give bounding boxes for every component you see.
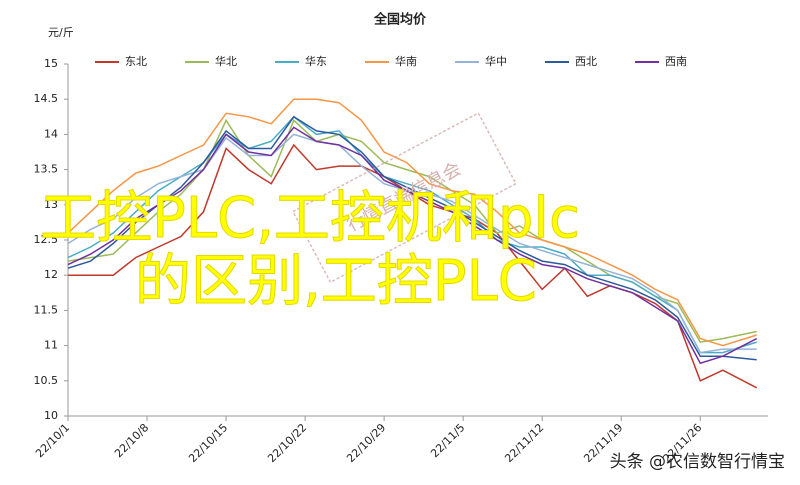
y-tick-label: 13.5 (34, 163, 59, 176)
series-line (67, 98, 757, 347)
legend-label: 华中 (485, 54, 507, 68)
y-tick-label: 10.5 (34, 374, 59, 387)
chart-title: 全国均价 (373, 12, 427, 28)
legend-label: 西北 (575, 55, 597, 68)
series-line (67, 115, 757, 361)
x-tick-label: 22/10/29 (344, 421, 388, 465)
x-tick-label: 22/10/22 (265, 421, 309, 465)
y-tick-label: 10 (44, 409, 58, 422)
y-tick-label: 11 (44, 339, 58, 352)
x-tick-label: 22/10/1 (33, 421, 72, 460)
legend-label: 东北 (125, 55, 147, 68)
y-tick-label: 13 (44, 198, 58, 211)
legend-label: 华南 (395, 54, 417, 68)
legend-label: 华东 (305, 54, 327, 68)
watermark-line: 的区别,工控PLC (135, 249, 537, 314)
x-tick-label: 22/11/5 (428, 421, 467, 460)
legend-label: 西南 (665, 55, 687, 68)
x-tick-label: 22/10/8 (112, 421, 151, 460)
stamp-border (291, 112, 517, 284)
watermark-line: 工控PLC,工控机和plc (40, 186, 580, 251)
series-line (67, 126, 758, 365)
y-tick-label: 14.5 (34, 92, 59, 105)
y-tick-label: 15 (44, 57, 58, 70)
y-tick-label: 12 (44, 268, 58, 281)
x-tick-label: 22/10/15 (186, 421, 230, 465)
y-tick-label: 14 (44, 127, 58, 140)
x-tick-label: 22/11/12 (502, 421, 546, 465)
y-tick-label: 11.5 (34, 303, 59, 316)
y-tick-label: 12.5 (34, 233, 59, 246)
y-axis-label: 元/斤 (48, 26, 74, 39)
source-label: 头条 @农信数智行情宝 (610, 452, 785, 472)
legend-label: 华北 (215, 54, 237, 68)
